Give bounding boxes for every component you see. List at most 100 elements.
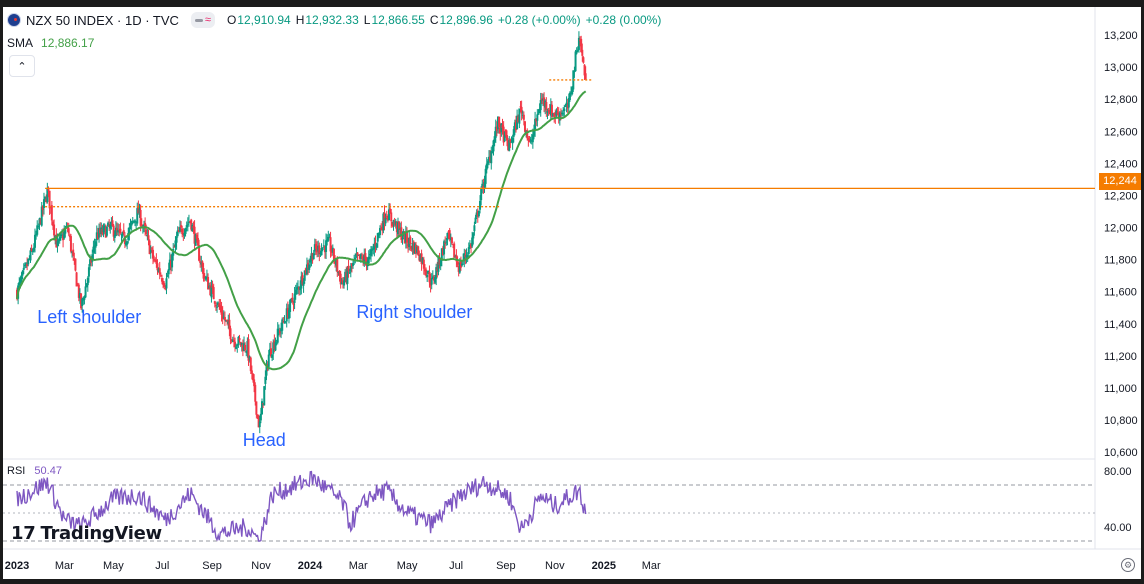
price-tick-label: 11,600 xyxy=(1104,287,1137,299)
candle-body xyxy=(326,239,329,242)
candle-body xyxy=(485,163,488,170)
candle-body xyxy=(492,140,495,152)
rsi-legend[interactable]: RSI 50.47 xyxy=(7,465,62,477)
candle-body xyxy=(361,256,364,258)
candle-body xyxy=(405,231,408,243)
candle-body xyxy=(160,278,163,282)
candle-body xyxy=(258,421,261,427)
candle-body xyxy=(335,259,338,266)
candle-body xyxy=(54,235,57,238)
candle-body xyxy=(28,258,31,260)
candle-body xyxy=(530,140,533,142)
candle-body xyxy=(238,338,241,341)
candle-body xyxy=(303,270,306,281)
candle-body xyxy=(436,268,439,272)
candle-body xyxy=(286,307,289,318)
candle-body xyxy=(144,222,147,229)
change-value: +0.28 (+0.00%) xyxy=(497,13,581,27)
candle-body xyxy=(461,263,464,266)
candle-body xyxy=(523,121,526,132)
candle-body xyxy=(567,97,570,108)
candle-body xyxy=(87,267,90,277)
candle-body xyxy=(545,102,548,111)
candle-body xyxy=(186,223,189,225)
pattern-annotation[interactable]: Right shoulder xyxy=(356,302,472,322)
candle-body xyxy=(299,286,302,291)
candle-body xyxy=(345,272,348,283)
candle-body xyxy=(393,221,396,225)
candle-body xyxy=(64,229,67,234)
candle-body xyxy=(518,108,521,124)
candle-body xyxy=(129,223,132,226)
candle-body xyxy=(195,234,198,239)
candle-body xyxy=(376,233,379,242)
candle-body xyxy=(169,260,172,268)
candle-body xyxy=(32,247,35,251)
candle-body xyxy=(359,254,362,259)
sma-legend[interactable]: SMA 12,886.17 xyxy=(7,36,94,50)
candle-body xyxy=(192,225,195,229)
candle-body xyxy=(154,259,157,261)
tradingview-logo[interactable]: 17 TradingView xyxy=(11,523,162,544)
candle-body xyxy=(498,116,501,128)
pattern-annotation[interactable]: Head xyxy=(243,430,286,450)
candle-body xyxy=(398,221,401,229)
candle-body xyxy=(191,225,194,231)
candle-body xyxy=(313,244,316,252)
candle-body xyxy=(400,227,403,240)
candle-body xyxy=(104,227,107,238)
candle-body xyxy=(497,116,500,130)
candle-body xyxy=(581,49,584,56)
candle-body xyxy=(95,232,98,241)
candle-body xyxy=(502,126,505,143)
candle-body xyxy=(29,250,32,261)
candle-body xyxy=(183,232,186,236)
candle-body xyxy=(471,237,474,247)
chart-canvas[interactable]: 13,200 13,000 12,800 12,600 12,400 12,200 12,0… xyxy=(3,7,1141,579)
candle-body xyxy=(537,113,540,115)
candle-body xyxy=(489,156,492,162)
candle-body xyxy=(467,247,470,254)
candle-body xyxy=(574,51,577,72)
candle-body xyxy=(189,221,192,223)
symbol-title[interactable]: NZX 50 INDEX · 1D · TVC xyxy=(26,12,179,28)
candle-body xyxy=(522,114,525,120)
candle-body xyxy=(435,267,438,279)
candle-body xyxy=(269,348,272,357)
candle-body xyxy=(426,274,429,278)
candle-body xyxy=(114,227,117,237)
candle-body xyxy=(82,297,85,301)
candle-body xyxy=(541,98,544,101)
collapse-legend-button[interactable]: ⌃ xyxy=(9,55,35,77)
candle-body xyxy=(229,328,232,340)
candle-body xyxy=(236,345,239,347)
candle-body xyxy=(423,269,426,272)
candle-body xyxy=(552,113,555,116)
market-status-pill[interactable]: ≈ xyxy=(190,12,215,28)
pattern-annotation[interactable]: Left shoulder xyxy=(37,307,141,327)
settings-gear-icon[interactable]: ⚙ xyxy=(1121,558,1135,572)
candle-body xyxy=(520,106,523,114)
candle-body xyxy=(336,259,339,273)
candle-body xyxy=(27,258,30,265)
high-value: 12,932.33 xyxy=(305,13,359,27)
candle-body xyxy=(465,255,468,258)
candle-body xyxy=(488,156,491,162)
candle-body xyxy=(466,255,469,257)
time-tick-label: 2024 xyxy=(298,560,323,572)
candle-body xyxy=(24,263,27,266)
candle-body xyxy=(356,252,359,256)
candle-body xyxy=(174,240,177,248)
candle-body xyxy=(443,241,446,255)
candle-body xyxy=(547,110,550,112)
candle-body xyxy=(375,243,378,248)
candle-body xyxy=(225,319,228,321)
candle-body xyxy=(94,241,97,248)
candle-body xyxy=(41,206,44,210)
candle-body xyxy=(357,254,360,256)
candle-body xyxy=(521,114,524,116)
candle-body xyxy=(332,248,335,261)
nz-flag-icon xyxy=(7,13,21,27)
close-value: 12,896.96 xyxy=(439,13,493,27)
candle-body xyxy=(176,230,179,236)
